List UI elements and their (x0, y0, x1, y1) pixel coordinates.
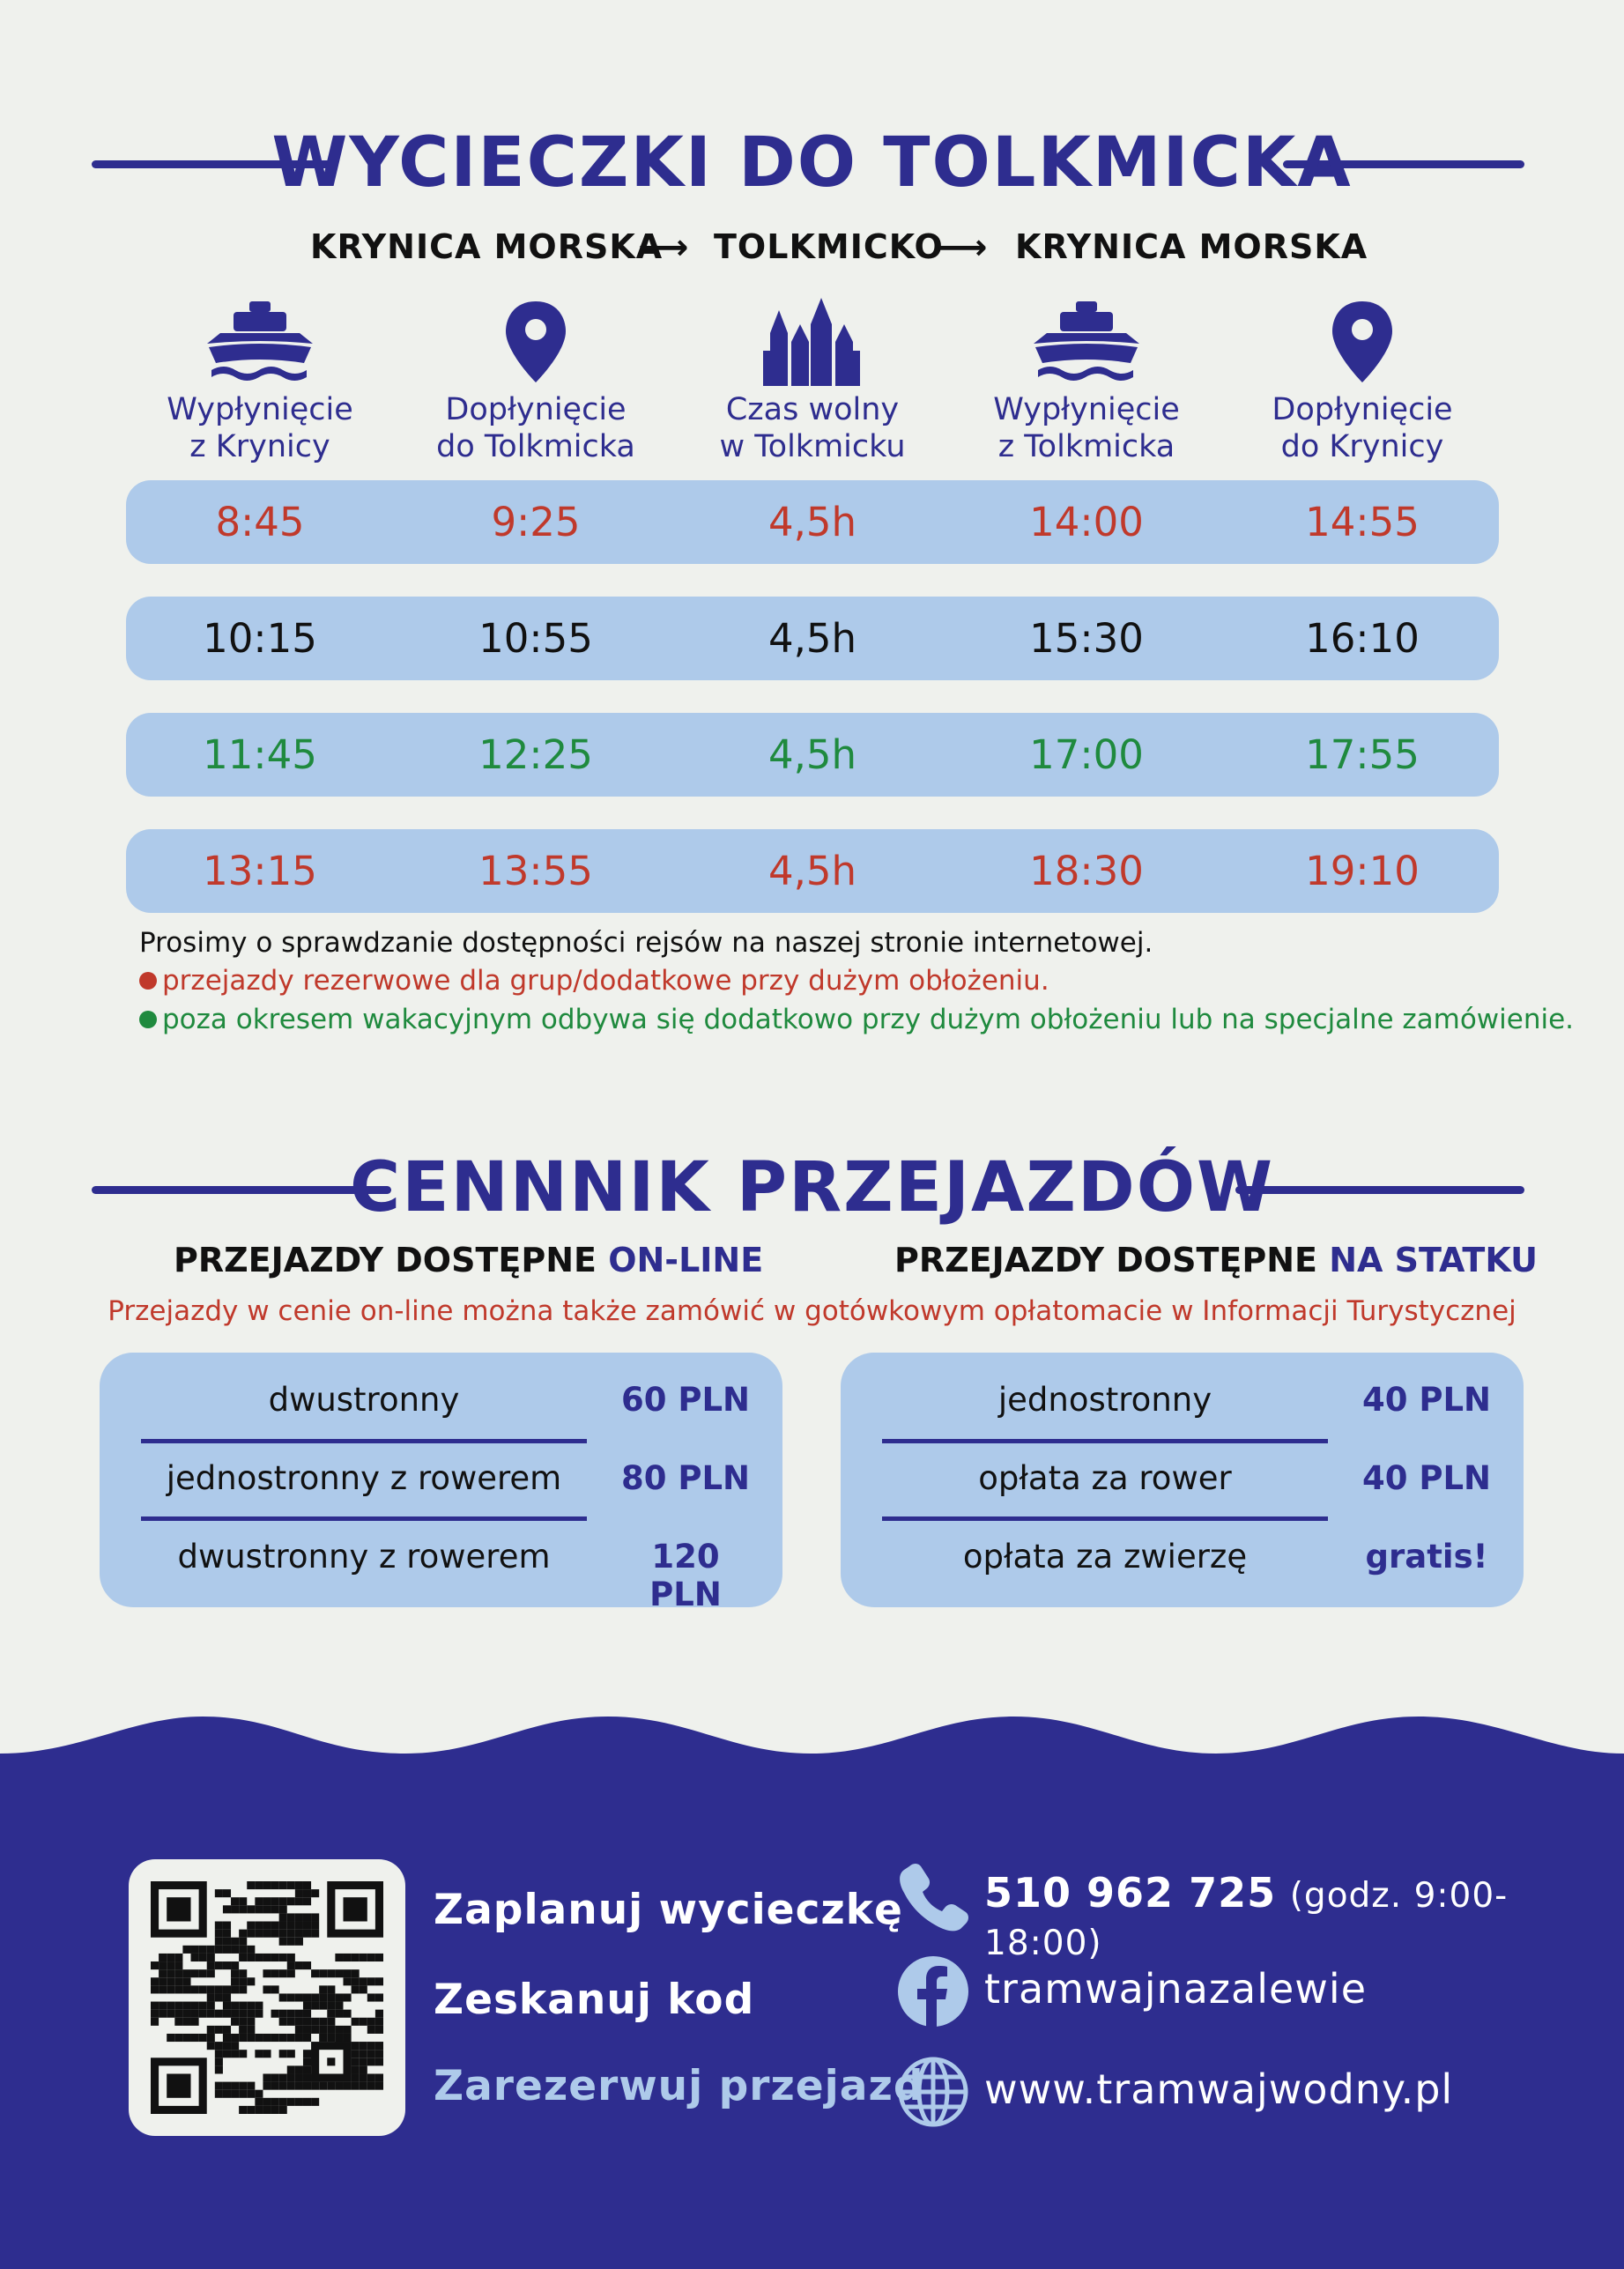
schedule-row: 10:15 10:55 4,5h 15:30 16:10 (126, 597, 1499, 680)
title-rule-left (92, 160, 338, 168)
schedule-cell: 4,5h (768, 848, 857, 894)
schedule-cell: 9:25 (491, 499, 581, 545)
title-rule-right (1283, 160, 1524, 168)
schedule-cell: 17:00 (1029, 731, 1144, 778)
price-name: opłata za rower (978, 1459, 1232, 1497)
route-middle: TOLKMICKO (714, 227, 944, 266)
schedule-cell: 4,5h (768, 615, 857, 662)
phone-number[interactable]: 510 962 725 (godz. 9:00-18:00) (984, 1869, 1509, 1963)
column-label-arrival-krynica: Dopłynięcie do Krynicy (1272, 392, 1453, 464)
price-value: 80 PLN (620, 1459, 751, 1497)
schedule-cell: 19:10 (1305, 848, 1420, 894)
globe-icon (898, 2057, 968, 2127)
online-price-box: dwustronny 60 PLN jednostronny z rowerem… (100, 1353, 782, 1613)
price-value: gratis! (1365, 1538, 1488, 1576)
cta-plan-trip: Zaplanuj wycieczkę (434, 1886, 903, 1934)
schedule-cell: 10:55 (478, 615, 593, 662)
schedule-title: WYCIECZKI DO TOLKMICKA (271, 123, 1353, 203)
cta-scan-code: Zeskanuj kod (434, 1976, 755, 2024)
route-arrow-1: ⟶ (638, 227, 689, 268)
facebook-icon (898, 1956, 968, 2028)
ship-icon (1034, 301, 1139, 381)
pricing-rule-right (1235, 1186, 1524, 1194)
green-dot-icon (139, 1010, 157, 1028)
note-general: Prosimy o sprawdzanie dostępności rejsów… (139, 927, 1153, 959)
note-red: przejazdy rezerwowe dla grup/dodatkowe p… (139, 963, 1049, 998)
schedule-row: 13:15 13:55 4,5h 18:30 19:10 (126, 829, 1499, 913)
price-divider (882, 1516, 1328, 1521)
price-value: 120 PLN (649, 1538, 722, 1613)
price-divider (141, 1439, 587, 1443)
ship-price-box: jednostronny 40 PLN opłata za rower 40 P… (841, 1353, 1524, 1607)
pricing-info: Przejazdy w cenie on-line można także za… (108, 1295, 1516, 1327)
schedule-cell: 4,5h (768, 499, 857, 545)
schedule-cell: 10:15 (203, 615, 317, 662)
route-start: KRYNICA MORSKA (310, 227, 664, 266)
price-value: 60 PLN (620, 1381, 751, 1419)
schedule-cell: 14:00 (1029, 499, 1144, 545)
cta-book-trip[interactable]: Zarezerwuj przejazd (434, 2062, 924, 2110)
pricing-title: CENNNIK PRZEJAZDÓW (349, 1148, 1275, 1227)
route-end: KRYNICA MORSKA (1015, 227, 1368, 266)
column-label-departure-tolkmicko: Wypłynięcie z Tolkmicka (993, 392, 1180, 464)
price-name: jednostronny z rowerem (166, 1459, 562, 1497)
schedule-cell: 15:30 (1029, 615, 1144, 662)
location-pin-icon (1332, 301, 1392, 382)
red-dot-icon (139, 971, 157, 990)
phone-icon (900, 1864, 968, 1932)
schedule-row: 8:45 9:25 4,5h 14:00 14:55 (126, 480, 1499, 564)
price-divider (141, 1516, 587, 1521)
schedule-cell: 17:55 (1305, 731, 1420, 778)
price-name: dwustronny (268, 1381, 460, 1419)
column-label-free-time: Czas wolny w Tolkmicku (719, 392, 906, 464)
price-value: 40 PLN (1361, 1381, 1492, 1419)
price-value: 40 PLN (1361, 1459, 1492, 1497)
schedule-cell: 12:25 (478, 731, 593, 778)
online-heading: PRZEJAZDY DOSTĘPNE ON-LINE (174, 1241, 764, 1279)
price-name: opłata za zwierzę (962, 1538, 1248, 1576)
schedule-cell: 16:10 (1305, 615, 1420, 662)
column-label-departure-krynica: Wypłynięcie z Krynicy (167, 392, 353, 464)
price-name: dwustronny z rowerem (177, 1538, 551, 1576)
price-divider (882, 1439, 1328, 1443)
pricing-rule-left (92, 1186, 391, 1194)
schedule-cell: 18:30 (1029, 848, 1144, 894)
website-link[interactable]: www.tramwajwodny.pl (984, 2065, 1454, 2113)
schedule-cell: 8:45 (215, 499, 305, 545)
route-arrow-2: ⟶ (937, 227, 988, 268)
schedule-row: 11:45 12:25 4,5h 17:00 17:55 (126, 713, 1499, 797)
schedule-cell: 14:55 (1305, 499, 1420, 545)
ship-heading: PRZEJAZDY DOSTĘPNE NA STATKU (894, 1241, 1538, 1279)
location-pin-icon (506, 301, 566, 382)
qr-code-card[interactable] (129, 1859, 405, 2136)
price-name: jednostronny (997, 1381, 1212, 1419)
ship-icon (207, 301, 313, 381)
facebook-handle[interactable]: tramwajnazalewie (984, 1965, 1367, 2013)
column-label-arrival-tolkmicko: Dopłynięcie do Tolkmicka (436, 392, 635, 464)
schedule-cell: 11:45 (203, 731, 317, 778)
wave-footer-background (0, 1717, 1624, 2269)
schedule-cell: 13:55 (478, 848, 593, 894)
note-green: poza okresem wakacyjnym odbywa się dodat… (139, 1002, 1574, 1037)
church-icon (763, 298, 860, 386)
qr-code-icon (151, 1881, 383, 2114)
schedule-cell: 4,5h (768, 731, 857, 778)
schedule-cell: 13:15 (203, 848, 317, 894)
